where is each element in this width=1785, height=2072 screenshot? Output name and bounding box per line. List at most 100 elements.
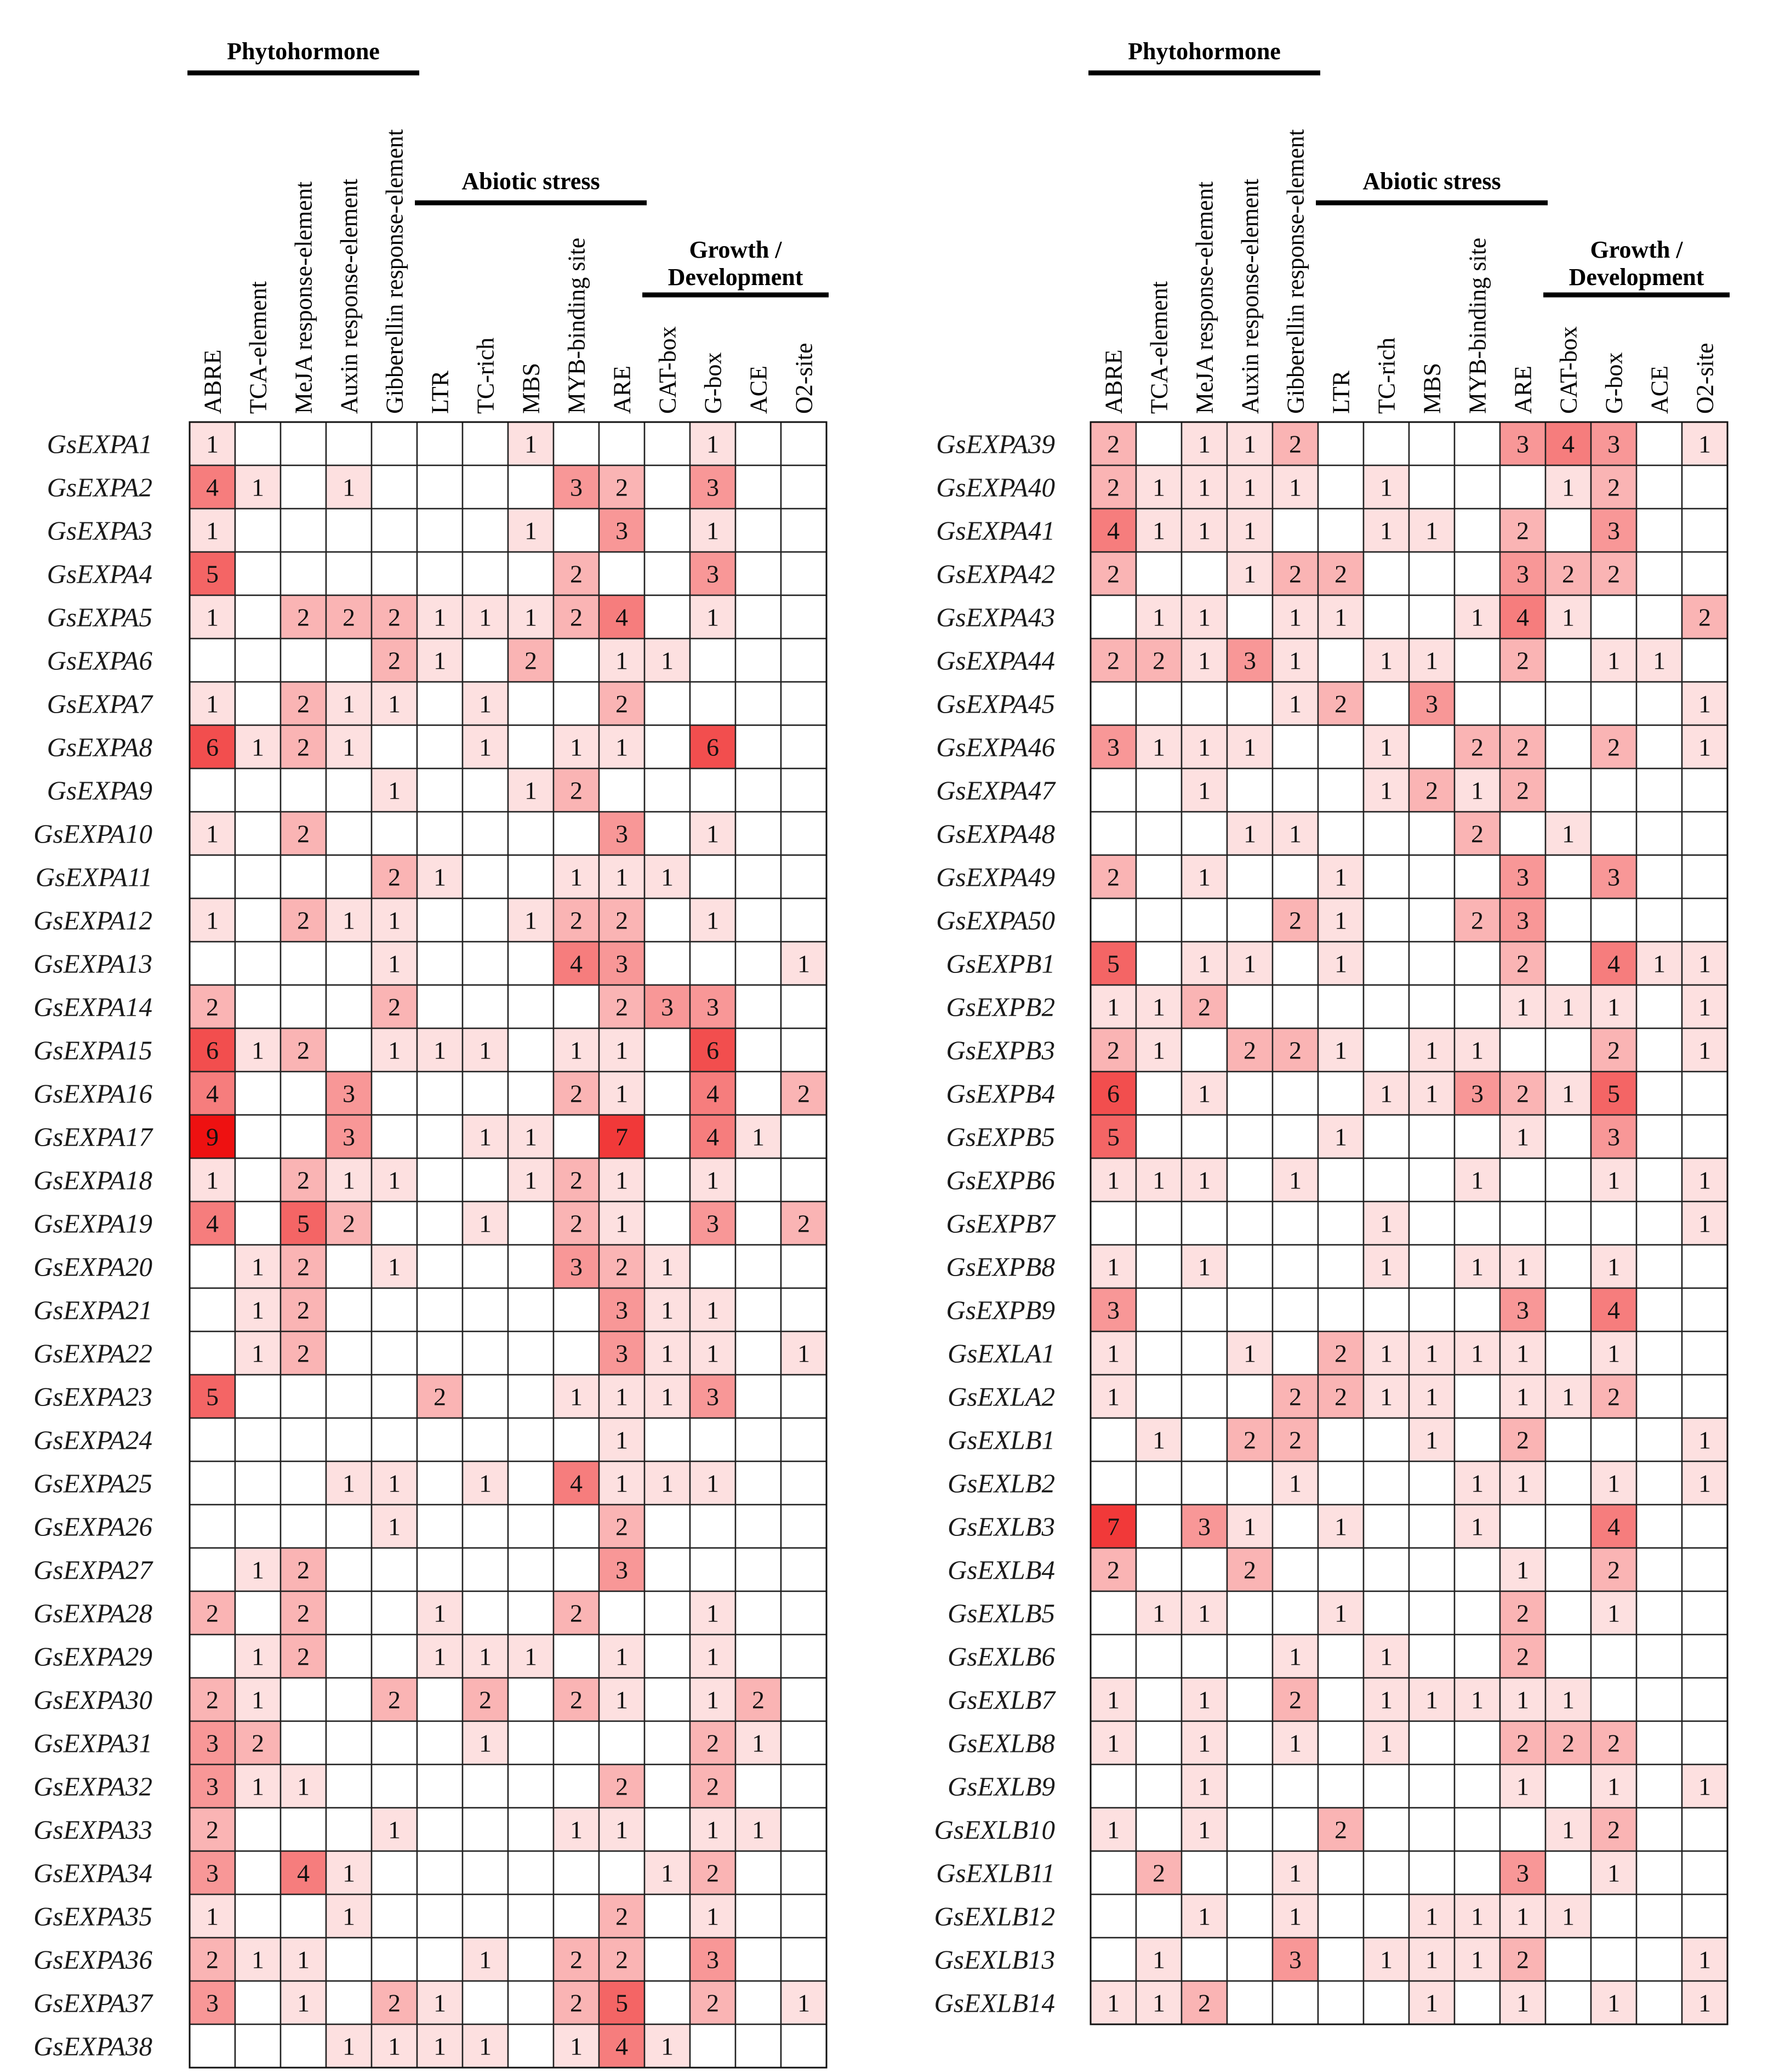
column-label: O2-site	[1692, 343, 1719, 414]
heatmap-cell	[1590, 1460, 1638, 1506]
heatmap-cell	[1590, 1330, 1638, 1376]
heatmap-cell	[1271, 941, 1319, 986]
heatmap-cell	[1408, 1763, 1456, 1809]
cell-value: 1	[524, 1166, 537, 1194]
heatmap-cell	[1362, 1720, 1410, 1766]
cell-value: 1	[1425, 647, 1438, 675]
cell-value: 1	[1244, 820, 1256, 848]
cell-value: 1	[297, 1773, 310, 1801]
heatmap-cell	[1181, 1157, 1228, 1203]
cell-value: 1	[388, 1816, 401, 1844]
cell-value: 2	[1516, 1643, 1529, 1671]
cell-value: 1	[1198, 733, 1211, 761]
cell-value: 1	[706, 430, 719, 458]
cell-value: 2	[1289, 560, 1302, 588]
heatmap-cell	[1317, 941, 1365, 986]
heatmap-cell	[1590, 1114, 1638, 1159]
heatmap-cell	[1090, 1937, 1137, 1982]
cell-value: 2	[297, 820, 310, 848]
cell-value: 2	[1107, 474, 1120, 502]
cell-value: 2	[1516, 1946, 1529, 1974]
heatmap-cell	[370, 464, 418, 510]
heatmap-cell	[507, 1504, 555, 1549]
heatmap-cell	[1635, 1027, 1683, 1073]
cell-value: 1	[1198, 950, 1211, 978]
cell-value: 1	[1244, 474, 1256, 502]
heatmap-cell	[1271, 1114, 1319, 1159]
cell-value: 1	[1471, 1513, 1484, 1541]
heatmap-cell	[780, 767, 828, 813]
heatmap-cell	[1271, 1590, 1319, 1636]
cell-value: 1	[1471, 1686, 1484, 1714]
cell-value: 2	[1289, 430, 1302, 458]
column-label: TC-rich	[472, 338, 499, 414]
heatmap-cell	[1271, 1287, 1319, 1333]
heatmap-cell	[1135, 1893, 1183, 1939]
cell-value: 1	[1198, 777, 1211, 805]
heatmap-cell	[1453, 1244, 1501, 1289]
heatmap-cell	[280, 594, 327, 640]
column-label: ACE	[745, 366, 772, 414]
heatmap-cell	[1317, 1330, 1365, 1376]
cell-value: 1	[615, 1080, 628, 1108]
heatmap-cell	[370, 724, 418, 770]
heatmap-cell	[507, 1547, 555, 1592]
heatmap-cell	[598, 1893, 646, 1939]
row-label: GsEXPA25	[33, 1468, 152, 1499]
heatmap-cell	[598, 1937, 646, 1982]
heatmap-cell	[689, 1677, 737, 1722]
heatmap-cell	[780, 464, 828, 510]
cell-value: 1	[252, 1037, 264, 1065]
cell-value: 1	[479, 1643, 492, 1671]
cell-value: 2	[1289, 1037, 1302, 1065]
heatmap-cell	[280, 1504, 327, 1549]
column-label: ARE	[609, 366, 636, 414]
cell-value: 2	[206, 993, 219, 1021]
column-label: Gibberellin response-element	[1282, 129, 1309, 414]
cell-value: 3	[1516, 863, 1529, 891]
heatmap-cell	[1635, 1547, 1683, 1592]
column-label: MYB-binding site	[1464, 238, 1491, 414]
cell-value: 2	[570, 560, 583, 588]
cell-value: 3	[343, 1080, 355, 1108]
cell-value: 6	[206, 733, 219, 761]
heatmap-cell	[280, 1374, 327, 1419]
heatmap-cell	[1408, 1114, 1456, 1159]
cell-value: 1	[206, 690, 219, 718]
heatmap-cell	[1635, 464, 1683, 510]
heatmap-cell	[461, 1980, 509, 2025]
heatmap-cell	[598, 421, 646, 466]
heatmap-cell	[189, 854, 236, 900]
cell-value: 5	[206, 1383, 219, 1411]
cell-value: 1	[434, 1599, 446, 1627]
heatmap-cell	[1681, 421, 1729, 466]
group-label: Phytohormone	[1128, 38, 1281, 65]
row-label: GsEXPA43	[936, 602, 1055, 633]
group-label: Development	[668, 264, 803, 291]
cell-value: 1	[1425, 1946, 1438, 1974]
cell-value: 1	[206, 820, 219, 848]
row-label: GsEXPA19	[33, 1209, 152, 1239]
heatmap-cell	[1226, 1417, 1274, 1462]
heatmap-cell	[1635, 1720, 1683, 1766]
heatmap-cell	[280, 1807, 327, 1852]
cell-value: 1	[1153, 733, 1165, 761]
heatmap-cell	[689, 464, 737, 510]
heatmap-cell	[1135, 1071, 1183, 1116]
heatmap-cell	[1271, 681, 1319, 726]
heatmap-cell	[1453, 897, 1501, 943]
heatmap-cell	[598, 464, 646, 510]
heatmap-cell	[507, 1287, 555, 1333]
cell-value: 1	[1380, 733, 1393, 761]
heatmap-cell	[1681, 1807, 1729, 1852]
heatmap-cell	[234, 1807, 282, 1852]
heatmap-cell	[734, 1504, 782, 1549]
column-label: CAT-box	[1555, 326, 1582, 414]
cell-value: 1	[1698, 1470, 1711, 1498]
heatmap-cell	[1135, 1504, 1183, 1549]
heatmap-cell	[370, 421, 418, 466]
cell-value: 2	[388, 604, 401, 631]
heatmap-cell	[461, 1287, 509, 1333]
heatmap-cell	[780, 1157, 828, 1203]
heatmap-cell	[507, 1937, 555, 1982]
